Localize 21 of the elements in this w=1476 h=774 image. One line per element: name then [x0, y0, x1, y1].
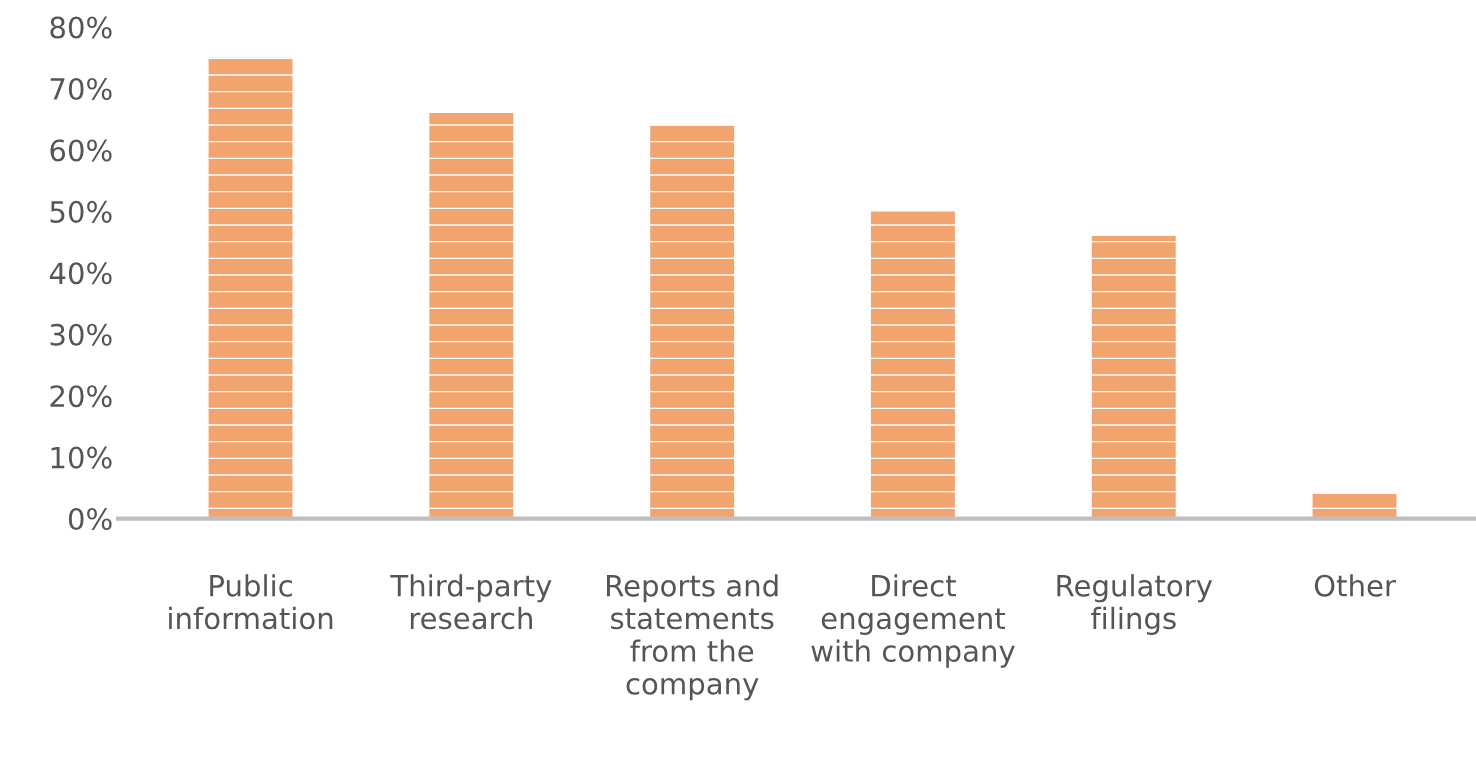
x-tick-label: Regulatory filings — [1057, 574, 1213, 636]
bar — [650, 125, 735, 519]
y-tick-label: 60% — [50, 139, 112, 162]
y-tick-label: 40% — [49, 262, 112, 285]
y-tick-label: 30% — [50, 323, 112, 346]
bar — [1312, 494, 1397, 519]
y-tick-label: 70% — [50, 77, 112, 101]
y-tick-label: 50% — [50, 200, 112, 223]
x-tick-label: Other — [1314, 574, 1396, 597]
y-tick-label: 0% — [68, 508, 112, 531]
bar — [871, 211, 955, 519]
x-tick-label: Public information — [169, 574, 333, 630]
y-tick-label: 10% — [51, 446, 112, 469]
bar — [1091, 235, 1176, 519]
x-tick-label: Direct engagement with company — [811, 574, 1015, 668]
x-tick-label: Reports and statements from the company — [607, 574, 778, 701]
y-tick-label: 20% — [50, 385, 112, 408]
y-tick-label: 80% — [50, 16, 112, 39]
bar — [429, 113, 514, 519]
x-tick-label: Third-party research — [390, 574, 552, 630]
bar — [208, 57, 293, 519]
